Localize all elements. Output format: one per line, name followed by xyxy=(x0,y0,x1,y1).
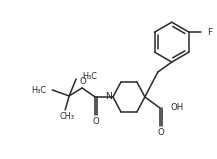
Text: CH₃: CH₃ xyxy=(60,112,75,121)
Text: H₃C: H₃C xyxy=(82,72,97,80)
Text: H₃C: H₃C xyxy=(31,86,46,95)
Text: O: O xyxy=(80,77,86,86)
Text: O: O xyxy=(158,128,164,137)
Text: OH: OH xyxy=(170,103,183,112)
Text: F: F xyxy=(207,28,212,37)
Text: O: O xyxy=(92,117,99,126)
Text: N: N xyxy=(105,92,112,101)
